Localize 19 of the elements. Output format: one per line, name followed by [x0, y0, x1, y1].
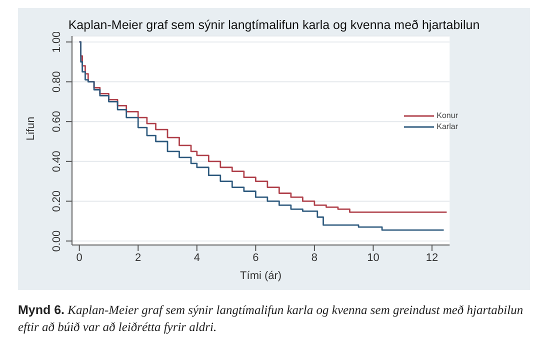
x-tick-label: 0 [76, 252, 82, 264]
chart-title: Kaplan-Meier graf sem sýnir langtímalifun karla og kvenna með hjartabilun [67, 17, 481, 32]
x-tick-label: 4 [194, 252, 200, 264]
x-axis-title: Tími (ár) [240, 270, 282, 282]
y-tick-label: 0.20 [51, 190, 63, 212]
y-axis-title: Lifun [24, 116, 37, 140]
text: Mynd 6. Kaplan-Meier graf sem sýnir langtímalifun karla og kvenna sem greindust með hjartabilun eftir að búið var að leiðrétta fyrir aldri. [18, 303, 524, 334]
x-tick-label: 12 [426, 252, 438, 264]
y-tick-label: 0.40 [51, 150, 63, 172]
x-tick-label: 6 [252, 252, 259, 264]
y-tick-label: 1.00 [51, 31, 63, 53]
x-tick-label: 10 [367, 252, 380, 264]
y-tick-label: 0.00 [51, 230, 63, 252]
y-tick-label: 0.60 [51, 110, 63, 132]
legend-label: Konur [436, 110, 458, 121]
x-tick-label: 8 [311, 252, 318, 264]
legend-label: Karlar [436, 121, 458, 132]
y-tick-label: 0.80 [51, 71, 63, 92]
x-tick-label: 2 [135, 252, 142, 264]
